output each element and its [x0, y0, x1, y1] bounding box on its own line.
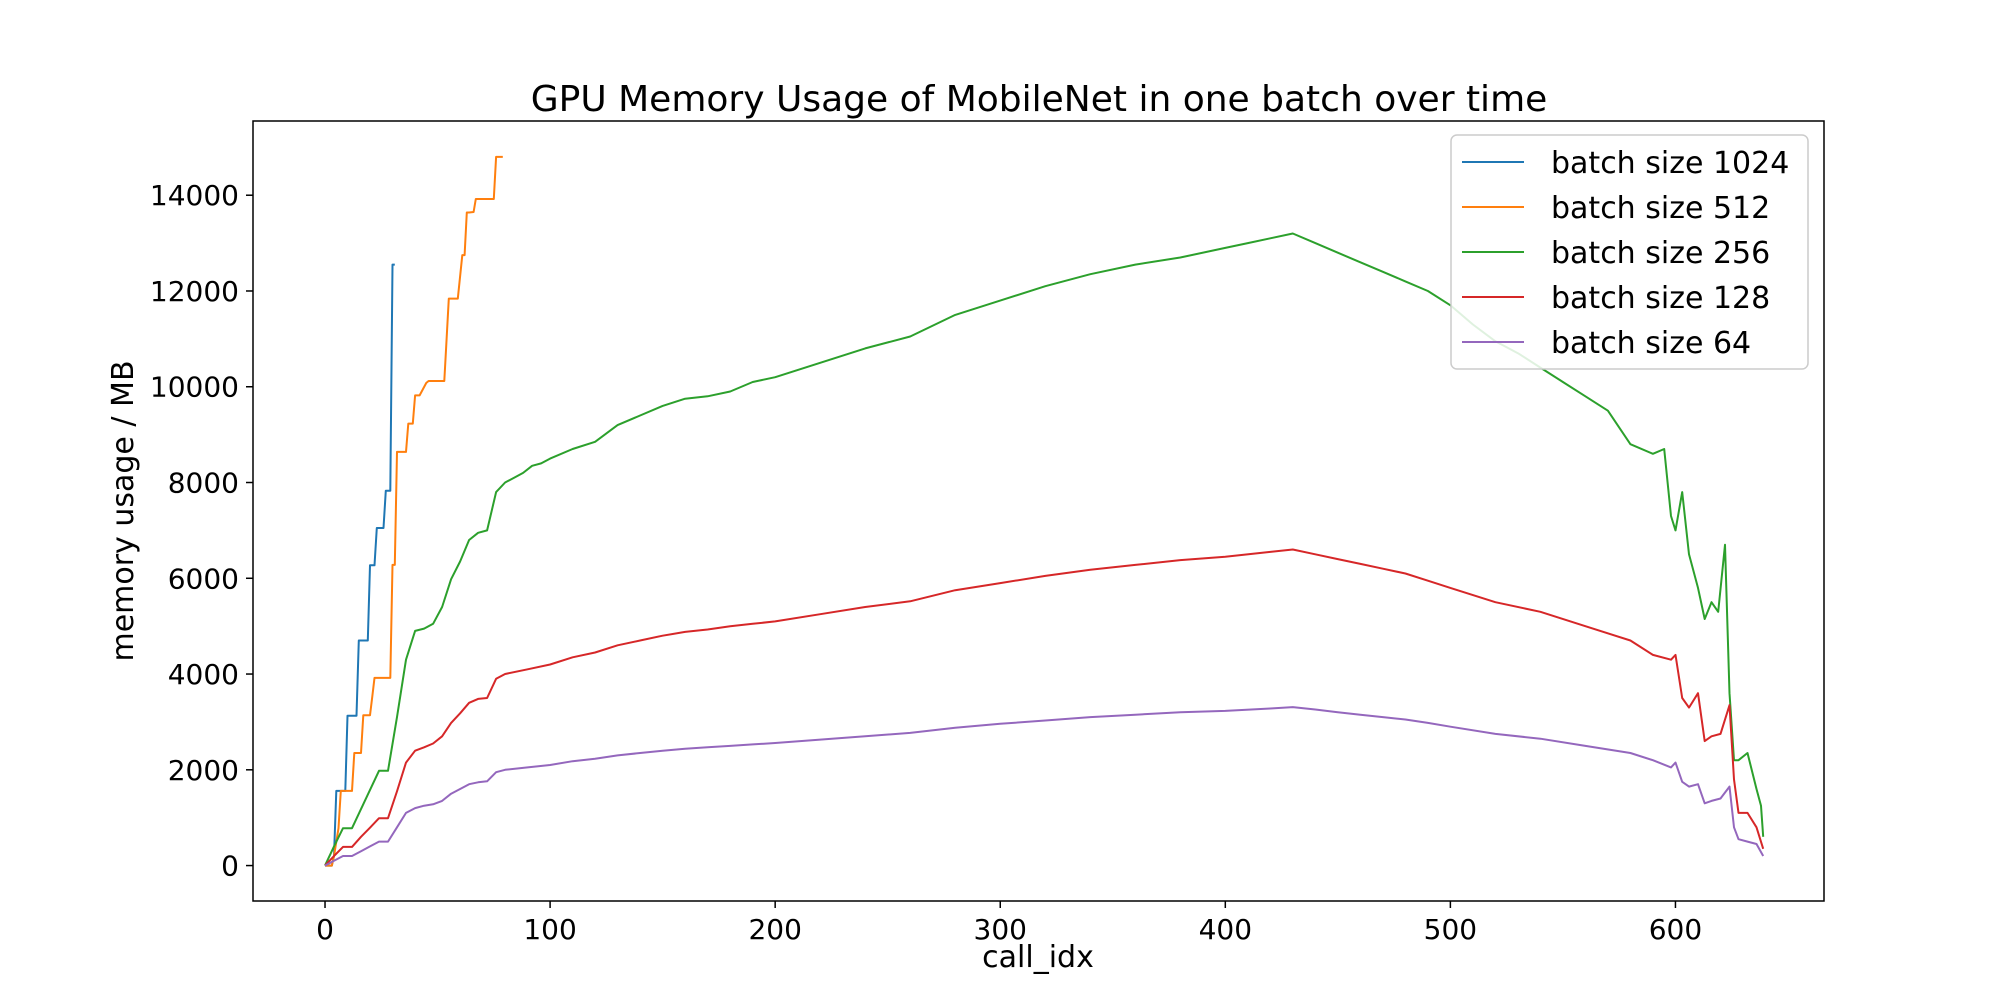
y-tick-label: 2000: [168, 754, 239, 787]
x-tick-label: 500: [1424, 913, 1477, 946]
series-line-4: [324, 706, 1765, 867]
x-axis-label: call_idx: [982, 940, 1094, 975]
y-tick-label: 4000: [168, 658, 239, 691]
x-tick-label: 200: [748, 913, 801, 946]
legend-entries: batch size 1024 batch size 512 batch size …: [1462, 146, 1789, 361]
y-tick-label: 10000: [150, 371, 239, 404]
legend-box: [1450, 134, 1809, 370]
series-line-3: [324, 548, 1765, 867]
series-line-1: [325, 155, 503, 867]
y-tick-label: 8000: [168, 467, 239, 500]
y-tick-label: 14000: [150, 179, 239, 212]
x-tick-label: 300: [974, 913, 1027, 946]
x-tick-label: 100: [523, 913, 576, 946]
plot-lines: [324, 155, 1765, 867]
x-tick-label: 0: [316, 913, 334, 946]
series-line-2: [324, 232, 1765, 867]
y-tick-label: 12000: [150, 275, 239, 308]
chart-title: GPU Memory Usage of MobileNet in one bat…: [531, 79, 1548, 120]
legend: batch size 1024 batch size 512 batch size …: [1450, 134, 1809, 370]
x-tick-label: 600: [1649, 913, 1702, 946]
legend-label-3: batch size 128: [1551, 281, 1770, 316]
y-tick-label: 6000: [168, 562, 239, 595]
y-tick-label: 0: [221, 850, 239, 883]
legend-label-4: batch size 64: [1551, 326, 1751, 361]
series-line-0: [325, 263, 395, 867]
legend-label-0: batch size 1024: [1551, 146, 1789, 181]
x-tick-label: 400: [1199, 913, 1252, 946]
y-axis-label: memory usage / MB: [106, 360, 141, 661]
legend-label-2: batch size 256: [1551, 236, 1770, 271]
legend-label-1: batch size 512: [1551, 191, 1770, 226]
axis-ticks: 0 100 200 300 400 500 600020004000600080001000…: [150, 179, 1702, 946]
plot-frame: [252, 120, 1825, 902]
